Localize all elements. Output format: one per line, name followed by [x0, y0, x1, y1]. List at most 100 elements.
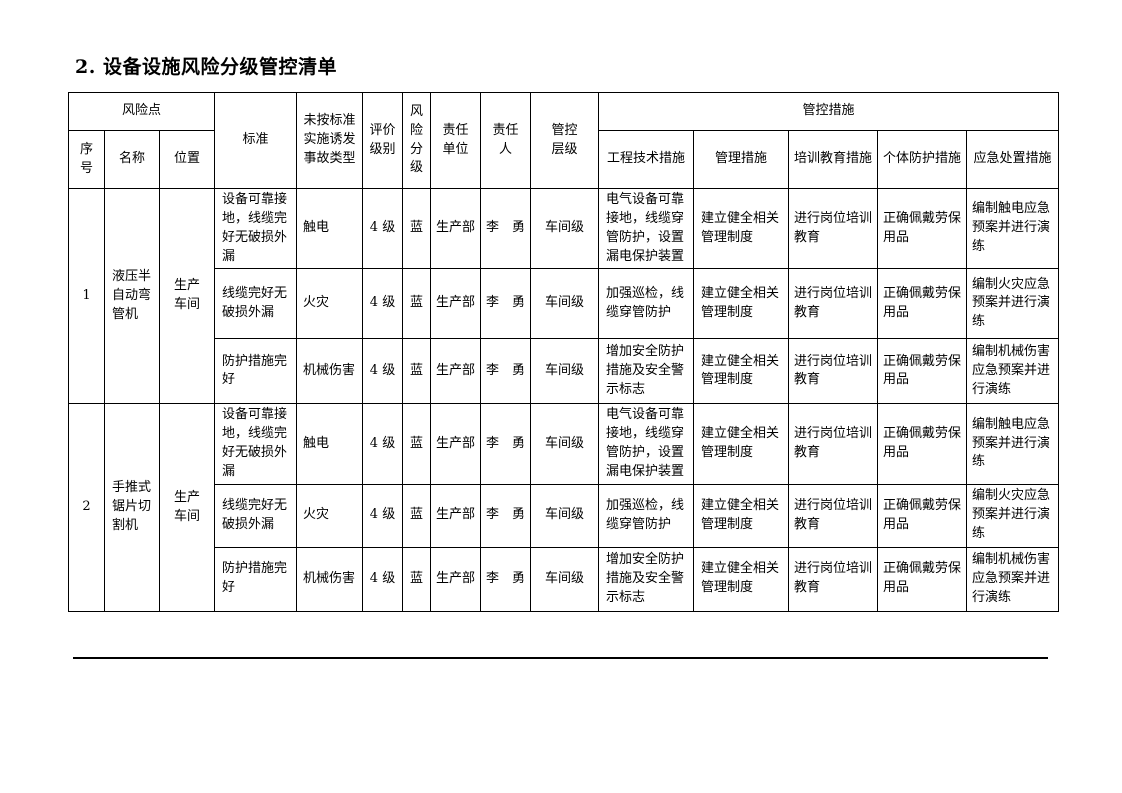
accident-type-cell: 机械伤害: [296, 338, 363, 405]
control-level-cell: 车间级: [530, 403, 599, 485]
seq-cell: 1: [68, 187, 105, 405]
emergency-measure-cell: 编制触电应急预案并进行演练: [965, 187, 1060, 270]
table-row: 2 手推式锯片切割机 生产车间 设备可靠接地，线缆完好无破损外漏 触电 4 级 …: [68, 403, 1060, 612]
header-location: 位置: [159, 130, 215, 189]
table-row: 线缆完好无破损外漏 火灾 4 级 蓝 生产部 李 勇 车间级 加强巡检，线缆穿管…: [69, 483, 1060, 548]
header-accident-type: 未按标准 实施诱发 事故类型: [296, 92, 363, 189]
engineering-measure-cell: 加强巡检，线缆穿管防护: [598, 483, 694, 548]
control-level-cell: 车间级: [530, 268, 599, 340]
table-row: 防护措施完好 机械伤害 4 级 蓝 生产部 李 勇 车间级 增加安全防护措施及安…: [69, 338, 1060, 405]
standard-cell: 设备可靠接地，线缆完好无破损外漏: [214, 187, 297, 270]
header-evaluation-level: 评价 级别: [362, 92, 403, 189]
emergency-measure-cell: 编制火灾应急预案并进行演练: [965, 483, 1060, 548]
responsible-unit-cell: 生产部: [430, 546, 481, 612]
responsible-unit-cell: 生产部: [430, 483, 481, 548]
evaluation-level-cell: 4 级: [362, 403, 403, 485]
header-control-measures: 管控措施: [597, 92, 1060, 131]
risk-control-table: 风险点 标准 未按标准 实施诱发 事故类型 评价 级别 风 险 分 级 责任 单…: [68, 92, 1060, 612]
header-ppe-measures: 个体防护措施: [877, 130, 967, 189]
equipment-name-cell: 液压半自动弯管机: [104, 187, 160, 405]
engineering-measure-cell: 电气设备可靠接地，线缆穿管防护，设置漏电保护装置: [598, 403, 694, 485]
page-title: 2. 设备设施风险分级管控清单: [75, 56, 337, 78]
risk-grade-cell: 蓝: [402, 268, 431, 340]
accident-type-cell: 火灾: [296, 268, 363, 340]
responsible-unit-cell: 生产部: [430, 268, 481, 340]
standard-cell: 线缆完好无破损外漏: [214, 483, 297, 548]
risk-grade-cell: 蓝: [402, 338, 431, 405]
engineering-measure-cell: 增加安全防护措施及安全警示标志: [598, 338, 694, 405]
risk-grade-cell: 蓝: [402, 187, 431, 270]
responsible-unit-cell: 生产部: [430, 338, 481, 405]
engineering-measure-cell: 电气设备可靠接地，线缆穿管防护，设置漏电保护装置: [598, 187, 694, 270]
evaluation-level-cell: 4 级: [362, 483, 403, 548]
accident-type-cell: 火灾: [296, 483, 363, 548]
training-measure-cell: 进行岗位培训教育: [788, 483, 878, 548]
management-measure-cell: 建立健全相关管理制度: [693, 483, 789, 548]
equipment-name-cell: 手推式锯片切割机: [104, 403, 160, 612]
training-measure-cell: 进行岗位培训教育: [788, 187, 878, 270]
header-standard: 标准: [214, 92, 297, 189]
evaluation-level-cell: 4 级: [362, 546, 403, 612]
risk-grade-cell: 蓝: [402, 403, 431, 485]
header-seq: 序 号: [68, 130, 105, 189]
header-emergency-measures: 应急处置措施: [965, 130, 1060, 189]
header-name: 名称: [104, 130, 160, 189]
management-measure-cell: 建立健全相关管理制度: [693, 338, 789, 405]
management-measure-cell: 建立健全相关管理制度: [693, 187, 789, 270]
header-control-level: 管控 层级: [530, 92, 599, 189]
responsible-person-cell: 李 勇: [480, 187, 531, 270]
standard-cell: 防护措施完好: [214, 338, 297, 405]
table-row: 防护措施完好 机械伤害 4 级 蓝 生产部 李 勇 车间级 增加安全防护措施及安…: [69, 546, 1060, 612]
accident-type-cell: 触电: [296, 187, 363, 270]
emergency-measure-cell: 编制触电应急预案并进行演练: [965, 403, 1060, 485]
management-measure-cell: 建立健全相关管理制度: [693, 268, 789, 340]
ppe-measure-cell: 正确佩戴劳保用品: [877, 338, 967, 405]
responsible-person-cell: 李 勇: [480, 268, 531, 340]
ppe-measure-cell: 正确佩戴劳保用品: [877, 403, 967, 485]
ppe-measure-cell: 正确佩戴劳保用品: [877, 483, 967, 548]
responsible-person-cell: 李 勇: [480, 403, 531, 485]
management-measure-cell: 建立健全相关管理制度: [693, 546, 789, 612]
control-level-cell: 车间级: [530, 187, 599, 270]
training-measure-cell: 进行岗位培训教育: [788, 403, 878, 485]
standard-cell: 设备可靠接地，线缆完好无破损外漏: [214, 403, 297, 485]
responsible-person-cell: 李 勇: [480, 546, 531, 612]
header-engineering-measures: 工程技术措施: [598, 130, 694, 189]
training-measure-cell: 进行岗位培训教育: [788, 546, 878, 612]
ppe-measure-cell: 正确佩戴劳保用品: [877, 187, 967, 270]
risk-grade-cell: 蓝: [402, 483, 431, 548]
responsible-person-cell: 李 勇: [480, 483, 531, 548]
table-header-row: 风险点 标准 未按标准 实施诱发 事故类型 评价 级别 风 险 分 级 责任 单…: [68, 92, 1060, 189]
header-training-measures: 培训教育措施: [788, 130, 878, 189]
header-responsible-unit: 责任 单位: [430, 92, 481, 189]
header-risk-grade: 风 险 分 级: [402, 92, 431, 189]
accident-type-cell: 触电: [296, 403, 363, 485]
standard-cell: 防护措施完好: [214, 546, 297, 612]
evaluation-level-cell: 4 级: [362, 268, 403, 340]
engineering-measure-cell: 加强巡检，线缆穿管防护: [598, 268, 694, 340]
management-measure-cell: 建立健全相关管理制度: [693, 403, 789, 485]
header-management-measures: 管理措施: [693, 130, 789, 189]
responsible-unit-cell: 生产部: [430, 403, 481, 485]
control-level-cell: 车间级: [530, 483, 599, 548]
header-risk-point: 风险点: [68, 92, 215, 131]
evaluation-level-cell: 4 级: [362, 187, 403, 270]
location-cell: 生产车间: [159, 187, 215, 405]
accident-type-cell: 机械伤害: [296, 546, 363, 612]
ppe-measure-cell: 正确佩戴劳保用品: [877, 546, 967, 612]
control-level-cell: 车间级: [530, 546, 599, 612]
location-cell: 生产车间: [159, 403, 215, 612]
emergency-measure-cell: 编制机械伤害应急预案并进行演练: [965, 338, 1060, 405]
responsible-person-cell: 李 勇: [480, 338, 531, 405]
responsible-unit-cell: 生产部: [430, 187, 481, 270]
training-measure-cell: 进行岗位培训教育: [788, 338, 878, 405]
engineering-measure-cell: 增加安全防护措施及安全警示标志: [598, 546, 694, 612]
emergency-measure-cell: 编制火灾应急预案并进行演练: [965, 268, 1060, 340]
evaluation-level-cell: 4 级: [362, 338, 403, 405]
seq-cell: 2: [68, 403, 105, 612]
control-level-cell: 车间级: [530, 338, 599, 405]
standard-cell: 线缆完好无破损外漏: [214, 268, 297, 340]
ppe-measure-cell: 正确佩戴劳保用品: [877, 268, 967, 340]
table-row: 线缆完好无破损外漏 火灾 4 级 蓝 生产部 李 勇 车间级 加强巡检，线缆穿管…: [69, 268, 1060, 340]
